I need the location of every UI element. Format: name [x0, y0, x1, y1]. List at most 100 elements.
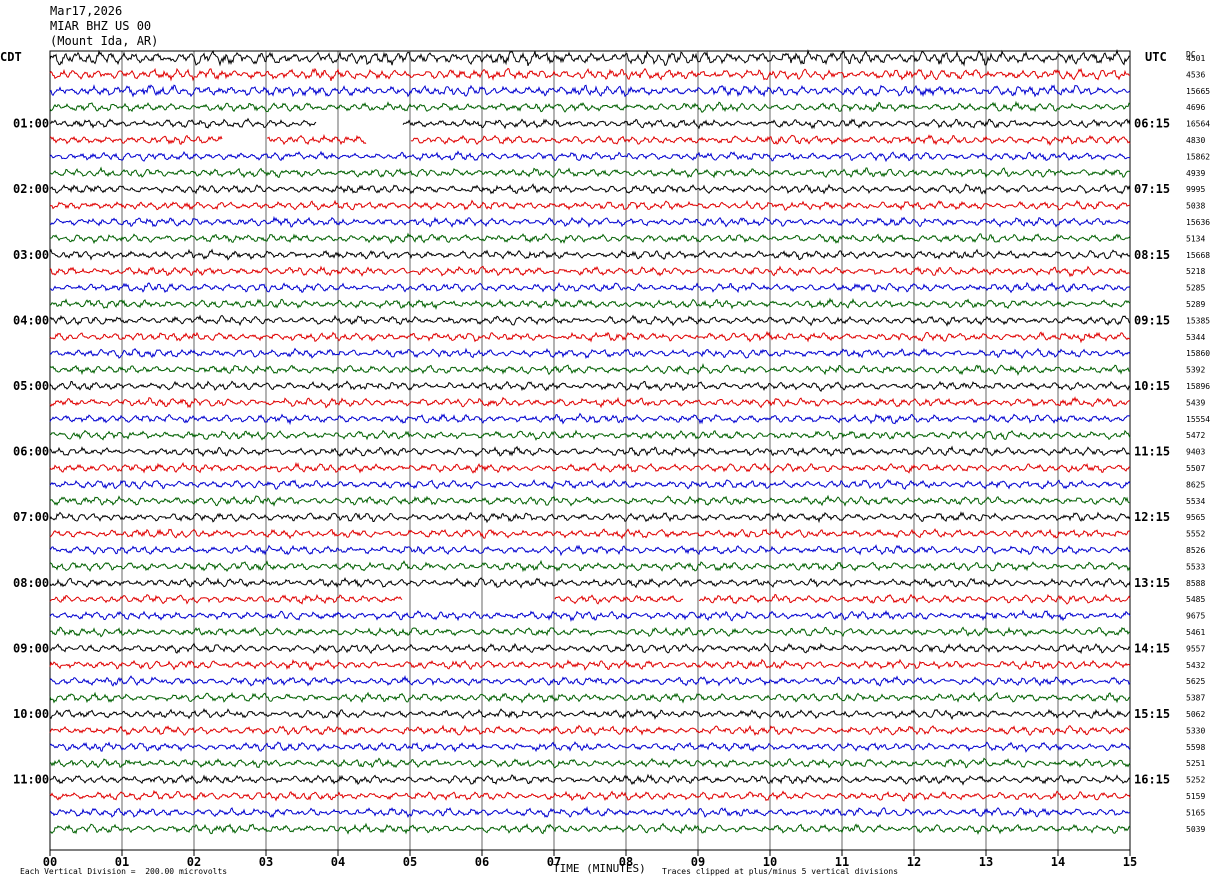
dc-offset-label: 5038: [1186, 202, 1205, 211]
trace-line: [49, 117, 1131, 130]
right-hour-label: 10:15: [1134, 379, 1170, 393]
x-tick-label: 06: [475, 855, 489, 869]
right-hour-label: 09:15: [1134, 313, 1170, 327]
trace-line: [49, 593, 1131, 605]
x-tick-label: 12: [907, 855, 921, 869]
trace-line: [50, 166, 1131, 179]
dc-offset-label: 8526: [1186, 546, 1205, 555]
trace-line: [49, 626, 1131, 638]
dc-offset-label: 4536: [1186, 70, 1205, 79]
dc-offset-label: 5330: [1186, 726, 1205, 735]
trace-line: [49, 150, 1131, 163]
dc-offset-label: 5344: [1186, 333, 1205, 342]
x-tick-label: 03: [259, 855, 273, 869]
dc-offset-label: 5165: [1186, 808, 1205, 817]
dc-offset-label: 9995: [1186, 185, 1205, 194]
x-tick-label: 05: [403, 855, 417, 869]
scale-note: Each Vertical Division = 200.00 microvol…: [20, 867, 228, 876]
dc-offset-label: 16564: [1186, 120, 1210, 129]
trace-line: [49, 822, 1131, 836]
left-hour-label: 01:00: [13, 117, 49, 131]
dc-offset-label: 9565: [1186, 513, 1205, 522]
dc-offset-label: 5439: [1186, 398, 1205, 407]
dc-offset-label: 15896: [1186, 382, 1210, 391]
trace-line: [49, 330, 1131, 344]
right-hour-label: 07:15: [1134, 182, 1170, 196]
station-name: MIAR BHZ US 00: [50, 19, 152, 33]
x-tick-label: 01: [115, 855, 129, 869]
dc-offset-label: 4501: [1186, 54, 1205, 63]
right-hour-label: 16:15: [1134, 773, 1170, 787]
trace-line: [49, 757, 1131, 769]
dc-offset-label: 15385: [1186, 316, 1210, 325]
trace-line: [49, 297, 1131, 310]
record-date: Mar17,2026: [50, 4, 123, 18]
trace-line: [49, 347, 1131, 359]
trace-line: [49, 675, 1131, 687]
left-hour-label: 04:00: [13, 313, 49, 327]
trace-line: [49, 724, 1131, 737]
x-tick-label: 09: [691, 855, 705, 869]
dc-offset-label: 5598: [1186, 743, 1205, 752]
trace-line: [49, 707, 1131, 720]
trace-line: [49, 511, 1131, 524]
dc-offset-label: 9675: [1186, 612, 1205, 621]
dc-offset-label: 8588: [1186, 579, 1205, 588]
x-tick-label: 02: [187, 855, 201, 869]
dc-offset-label: 5485: [1186, 595, 1205, 604]
trace-line: [49, 559, 1131, 573]
trace-line: [49, 380, 1131, 392]
right-timezone: UTC: [1145, 50, 1167, 64]
dc-offset-label: 5387: [1186, 694, 1205, 703]
trace-line: [49, 741, 1131, 753]
right-hour-label: 06:15: [1134, 117, 1170, 131]
trace-line: [49, 461, 1131, 474]
dc-offset-label: 5062: [1186, 710, 1205, 719]
left-hour-label: 05:00: [13, 379, 49, 393]
x-tick-label: 15: [1123, 855, 1137, 869]
trace-line: [49, 281, 1131, 294]
trace-line: [49, 363, 1131, 376]
trace-line: [49, 215, 1131, 229]
x-axis-label: TIME (MINUTES): [553, 862, 646, 875]
dc-offset-label: 15636: [1186, 218, 1210, 227]
right-hour-label: 11:15: [1134, 445, 1170, 459]
trace-line: [49, 133, 1131, 146]
x-tick-label: 07: [547, 855, 561, 869]
dc-offset-label: 15668: [1186, 251, 1210, 260]
trace-line: [49, 577, 1131, 589]
dc-offset-label: 15665: [1186, 87, 1210, 96]
dc-offset-label: 5392: [1186, 366, 1205, 375]
dc-offset-label: 4830: [1186, 136, 1205, 145]
dc-offset-label: 5461: [1186, 628, 1205, 637]
trace-line: [49, 789, 1131, 802]
dc-offset-label: 8625: [1186, 480, 1205, 489]
dc-offset-label: 15860: [1186, 349, 1210, 358]
right-hour-label: 14:15: [1134, 641, 1170, 655]
clip-note: Traces clipped at plus/minus 5 vertical …: [662, 867, 899, 876]
trace-line: [49, 478, 1131, 490]
dc-offset-label: 9557: [1186, 644, 1205, 653]
trace-line: [49, 773, 1131, 786]
dc-offset-label: 5472: [1186, 431, 1205, 440]
trace-line: [49, 67, 1131, 82]
station-location: (Mount Ida, AR): [50, 34, 159, 48]
x-tick-label: 13: [979, 855, 993, 869]
dc-offset-label: 5252: [1186, 776, 1205, 785]
left-hour-label: 10:00: [13, 707, 49, 721]
x-tick-label: 04: [331, 855, 345, 869]
dc-offset-label: 5251: [1186, 759, 1205, 768]
left-hour-label: 11:00: [13, 773, 49, 787]
dc-offset-label: 5552: [1186, 530, 1205, 539]
trace-line: [49, 445, 1131, 458]
dc-offset-label: 4696: [1186, 103, 1205, 112]
right-hour-label: 08:15: [1134, 248, 1170, 262]
x-tick-label: 14: [1051, 855, 1065, 869]
plot-frame: [49, 50, 1131, 851]
x-tick-label: 10: [763, 855, 777, 869]
dc-header: DC: [1186, 50, 1196, 59]
trace-line: [49, 412, 1130, 426]
dc-offset-label: 5534: [1186, 497, 1205, 506]
trace-line: [49, 544, 1131, 557]
dc-offset-label: 5159: [1186, 792, 1205, 801]
